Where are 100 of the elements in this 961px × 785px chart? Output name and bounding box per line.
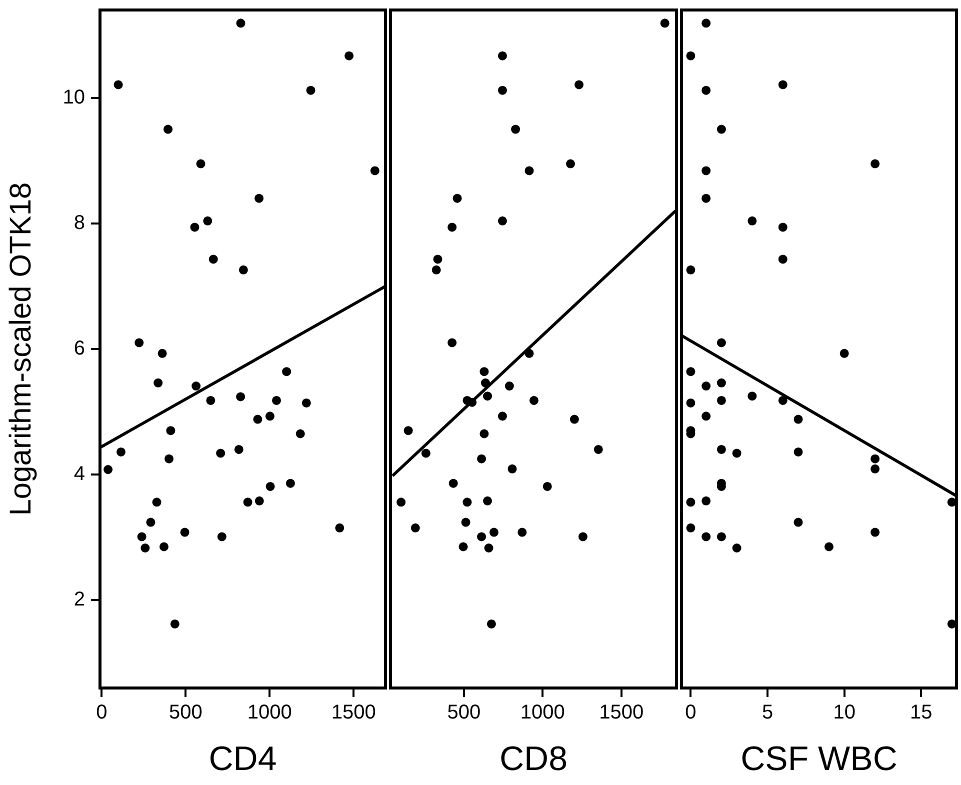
x-tick-label: 0 [685,702,696,724]
point [686,367,696,376]
point [870,159,880,168]
point [253,414,262,424]
x-axis-title: CD8 [499,740,568,778]
point [716,124,726,134]
point [480,367,489,376]
point [296,429,305,438]
point [732,544,742,553]
point [114,80,123,90]
point [794,447,803,456]
point [686,523,696,532]
point [702,18,711,28]
x-tick-label: 15 [910,702,932,724]
point [140,544,150,553]
x-tick-label: 1000 [247,702,292,724]
point [166,426,176,436]
point [686,265,696,274]
point [524,166,534,176]
point [266,482,275,491]
point [732,448,742,458]
point [702,166,711,176]
y-tick-label: 2 [74,588,85,611]
x-tick-label: 5 [762,702,774,724]
y-axis-title: Logarithm-scaled OTK18 [4,182,38,516]
point [716,338,726,348]
point [480,378,490,388]
point [216,448,226,458]
point [840,348,849,358]
point [716,378,726,388]
point [794,518,803,527]
point [574,80,584,90]
point [203,216,212,226]
point [716,396,726,405]
y-tick-label: 10 [62,86,85,108]
point [477,532,486,542]
point [208,254,218,264]
point [196,159,206,168]
point [462,498,472,507]
point [236,18,246,28]
point [272,396,282,405]
point [154,378,163,388]
point [448,222,457,232]
point [448,338,457,348]
point [104,465,113,474]
x-axis-title: CD4 [208,740,277,778]
point [421,448,430,458]
point [335,523,344,532]
point [702,412,711,421]
point [483,496,492,506]
point [238,265,248,274]
point [254,194,264,203]
x-axis-title: CSF WBC [740,740,898,778]
point [170,619,180,628]
point [702,382,711,391]
x-tick-label: 1500 [599,702,644,724]
point [282,367,292,376]
point [448,478,458,488]
point [542,482,552,491]
y-tick-label: 6 [74,338,85,360]
point [190,222,200,232]
point [236,392,246,402]
point [686,398,696,408]
point [686,51,696,60]
point [484,544,494,553]
point [518,528,527,537]
point [498,412,507,421]
point [529,396,538,405]
point [483,392,492,401]
point [158,348,167,358]
y-tick-label: 4 [74,463,85,486]
point [702,86,711,95]
point [504,382,514,391]
point [164,124,173,134]
point [134,338,144,348]
point [192,382,201,391]
point [306,86,316,95]
x-tick-label: 500 [447,702,481,724]
point [486,619,496,628]
point [489,528,498,537]
point [870,454,880,464]
point [480,429,489,438]
point [702,496,711,506]
point [778,222,788,232]
point [477,454,486,464]
point [217,532,226,542]
x-tick-label: 0 [96,702,108,724]
point [578,532,588,542]
point [206,396,216,405]
point [748,216,757,226]
point [824,542,834,552]
x-tick-label: 500 [168,702,202,724]
point [432,265,441,274]
point [570,414,579,424]
point [660,18,670,28]
point [410,523,420,532]
x-tick-label: 10 [833,702,856,724]
point [152,498,162,507]
x-tick-label: 1000 [520,702,565,724]
point [508,464,517,474]
